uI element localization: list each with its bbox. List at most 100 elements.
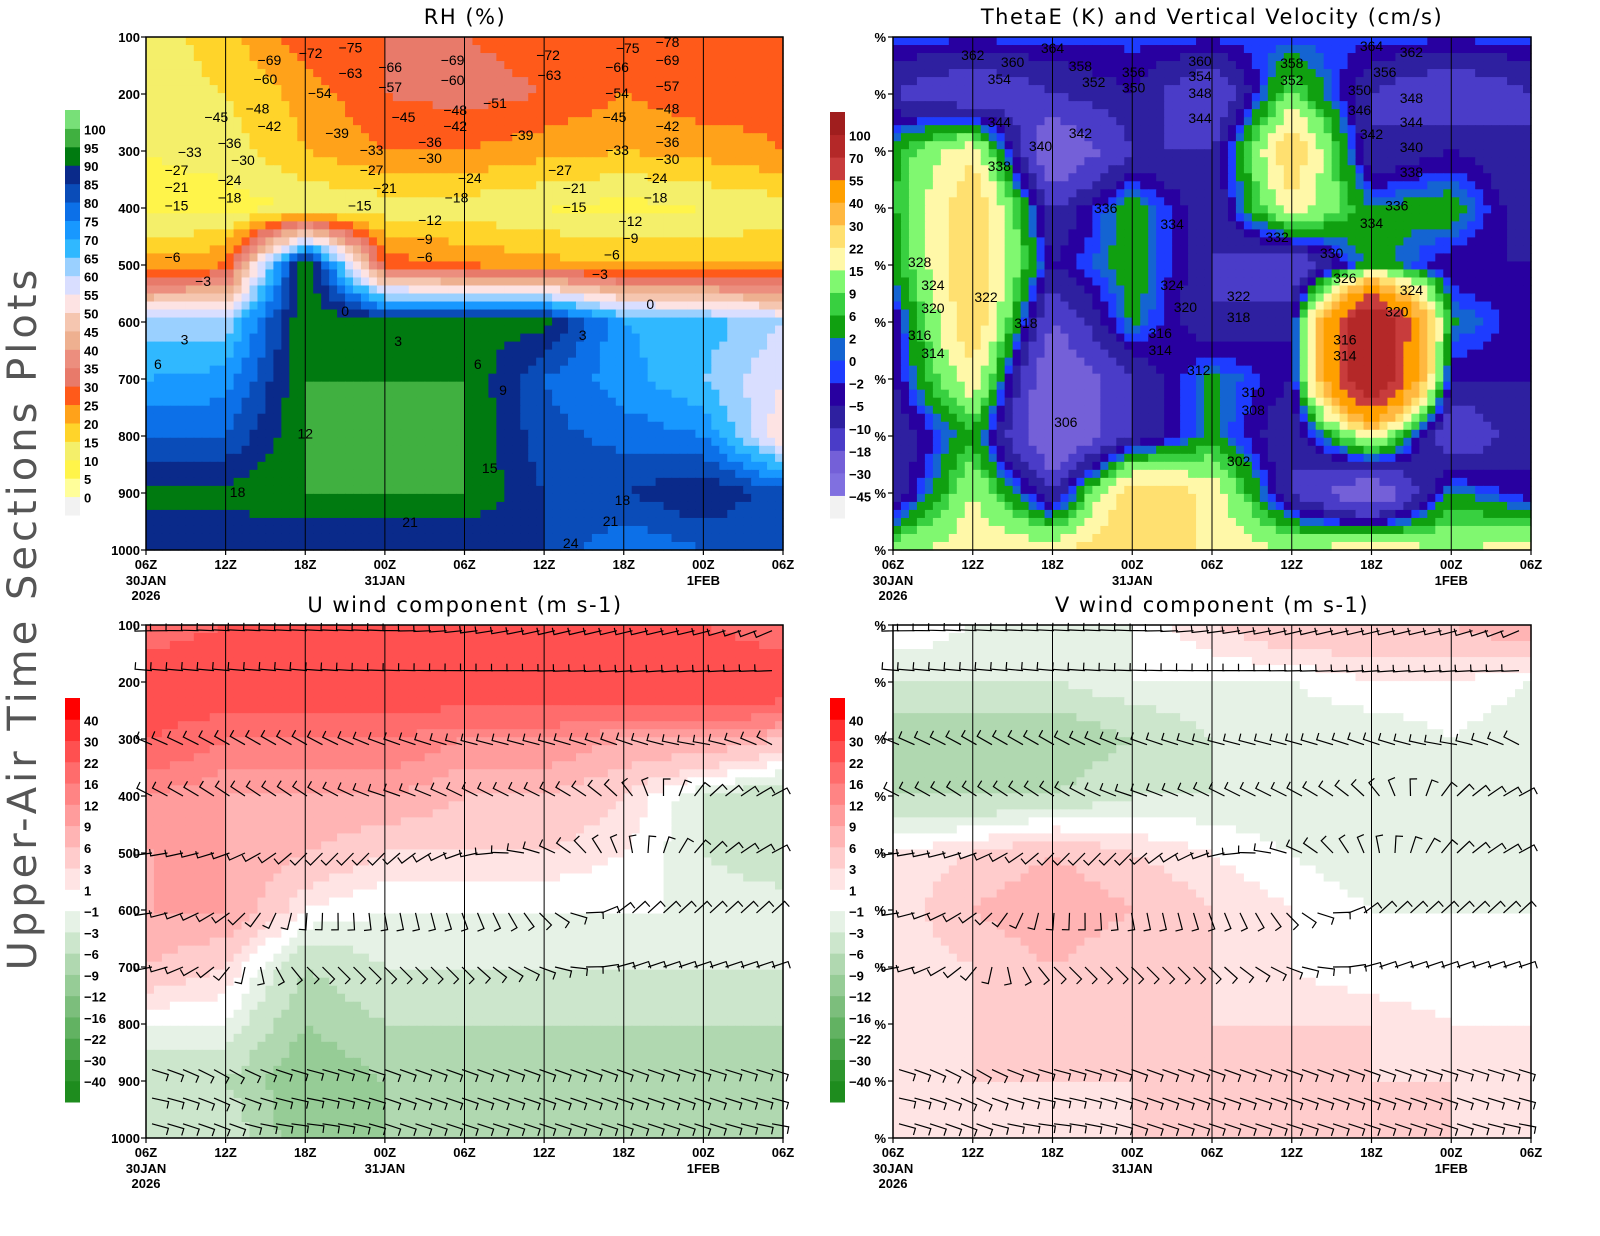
contour-cell bbox=[647, 293, 657, 303]
contour-cell bbox=[568, 117, 577, 126]
contour-cell bbox=[695, 133, 704, 142]
contour-cell bbox=[528, 37, 537, 46]
contour-cell bbox=[520, 493, 529, 503]
contour-cell bbox=[775, 269, 784, 279]
contour-cell bbox=[607, 245, 617, 255]
contour-cell bbox=[416, 237, 426, 247]
contour-cell bbox=[631, 453, 641, 463]
contour-cell bbox=[703, 333, 712, 343]
contour-cell bbox=[153, 477, 163, 487]
contour-cell bbox=[345, 533, 354, 543]
contour-cell bbox=[671, 485, 681, 495]
contour-cell bbox=[663, 253, 673, 263]
contour-cell bbox=[146, 37, 155, 46]
contour-cell bbox=[647, 213, 657, 222]
contour-cell bbox=[321, 533, 330, 543]
contour-cell bbox=[273, 429, 282, 439]
contour-cell bbox=[321, 149, 330, 158]
contour-cell bbox=[512, 149, 521, 158]
contour-cell bbox=[639, 77, 649, 86]
contour-cell bbox=[360, 437, 370, 447]
contour-cell bbox=[353, 173, 362, 182]
contour-cell bbox=[408, 205, 418, 214]
contour-cell bbox=[552, 69, 561, 78]
contour-cell bbox=[751, 453, 760, 463]
contour-cell bbox=[528, 405, 537, 415]
contour-cell bbox=[392, 437, 402, 447]
contour-cell bbox=[153, 133, 163, 142]
contour-cell bbox=[504, 221, 513, 230]
contour-cell bbox=[177, 413, 187, 423]
contour-cell bbox=[520, 437, 529, 447]
contour-cell bbox=[424, 229, 434, 238]
contour-cell bbox=[544, 277, 553, 287]
contour-cell bbox=[305, 189, 314, 198]
contour-cell bbox=[353, 413, 362, 423]
contour-cell bbox=[775, 189, 784, 198]
contour-cell bbox=[488, 77, 497, 86]
contour-cell bbox=[655, 69, 665, 78]
contour-cell bbox=[775, 37, 784, 46]
contour-cell bbox=[448, 85, 458, 94]
contour-cell bbox=[727, 477, 736, 487]
contour-cell bbox=[146, 181, 155, 190]
contour-cell bbox=[297, 117, 306, 126]
contour-cell bbox=[687, 293, 697, 303]
contour-cell bbox=[599, 349, 609, 359]
contour-cell bbox=[727, 253, 736, 263]
contour-cell bbox=[496, 413, 505, 423]
contour-cell bbox=[671, 69, 681, 78]
contour-cell bbox=[743, 317, 752, 327]
contour-cell bbox=[233, 53, 243, 62]
contour-cell bbox=[400, 109, 410, 118]
contour-cell bbox=[504, 77, 513, 86]
contour-cell bbox=[233, 365, 243, 375]
contour-cell bbox=[400, 237, 410, 247]
contour-cell bbox=[536, 205, 545, 214]
contour-cell bbox=[337, 77, 346, 86]
contour-cell bbox=[161, 509, 171, 519]
contour-cell bbox=[217, 125, 227, 134]
contour-cell bbox=[305, 429, 314, 439]
contour-cell bbox=[161, 445, 171, 455]
contour-cell bbox=[695, 125, 704, 134]
contour-cell bbox=[360, 37, 370, 46]
contour-cell bbox=[512, 173, 521, 182]
contour-cell bbox=[416, 101, 426, 110]
contour-cell bbox=[703, 133, 712, 142]
contour-cell bbox=[400, 61, 410, 70]
contour-cell bbox=[735, 477, 744, 487]
contour-cell bbox=[400, 269, 410, 279]
contour-cell bbox=[360, 293, 370, 303]
contour-cell bbox=[711, 277, 720, 287]
contour-cell bbox=[329, 389, 338, 399]
contour-cell bbox=[321, 141, 330, 150]
contour-cell bbox=[337, 133, 346, 142]
contour-cell bbox=[767, 181, 776, 190]
contour-cell bbox=[703, 61, 712, 70]
contour-cell bbox=[281, 357, 290, 367]
contour-cell bbox=[472, 77, 482, 86]
contour-cell bbox=[743, 221, 752, 230]
contour-cell bbox=[456, 413, 466, 423]
contour-cell bbox=[281, 213, 290, 222]
contour-cell bbox=[536, 269, 545, 279]
contour-cell bbox=[265, 437, 274, 447]
contour-cell bbox=[217, 213, 227, 222]
contour-cell bbox=[552, 261, 561, 271]
contour-cell bbox=[663, 181, 673, 190]
contour-cell bbox=[225, 221, 235, 230]
contour-cell bbox=[552, 525, 561, 535]
contour-cell bbox=[153, 397, 163, 407]
contour-cell bbox=[711, 357, 720, 367]
contour-cell bbox=[209, 125, 219, 134]
contour-cell bbox=[775, 429, 784, 439]
contour-cell bbox=[305, 229, 314, 238]
contour-cell bbox=[209, 61, 219, 70]
contour-cell bbox=[392, 525, 402, 535]
contour-cell bbox=[687, 93, 697, 102]
contour-cell bbox=[265, 165, 274, 174]
contour-cell bbox=[775, 141, 784, 150]
contour-cell bbox=[146, 413, 155, 423]
contour-cell bbox=[560, 269, 569, 279]
